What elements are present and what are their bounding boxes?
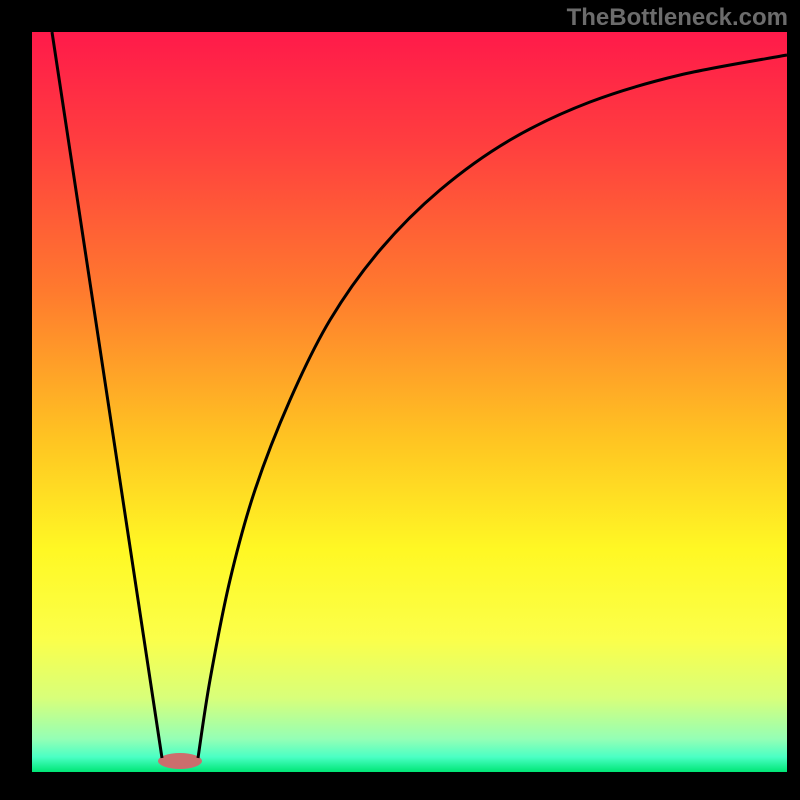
chart-container: TheBottleneck.com bbox=[0, 0, 800, 800]
watermark-text: TheBottleneck.com bbox=[567, 4, 788, 32]
chart-svg bbox=[0, 0, 800, 800]
bottleneck-marker bbox=[158, 753, 202, 769]
plot-area bbox=[32, 32, 787, 772]
